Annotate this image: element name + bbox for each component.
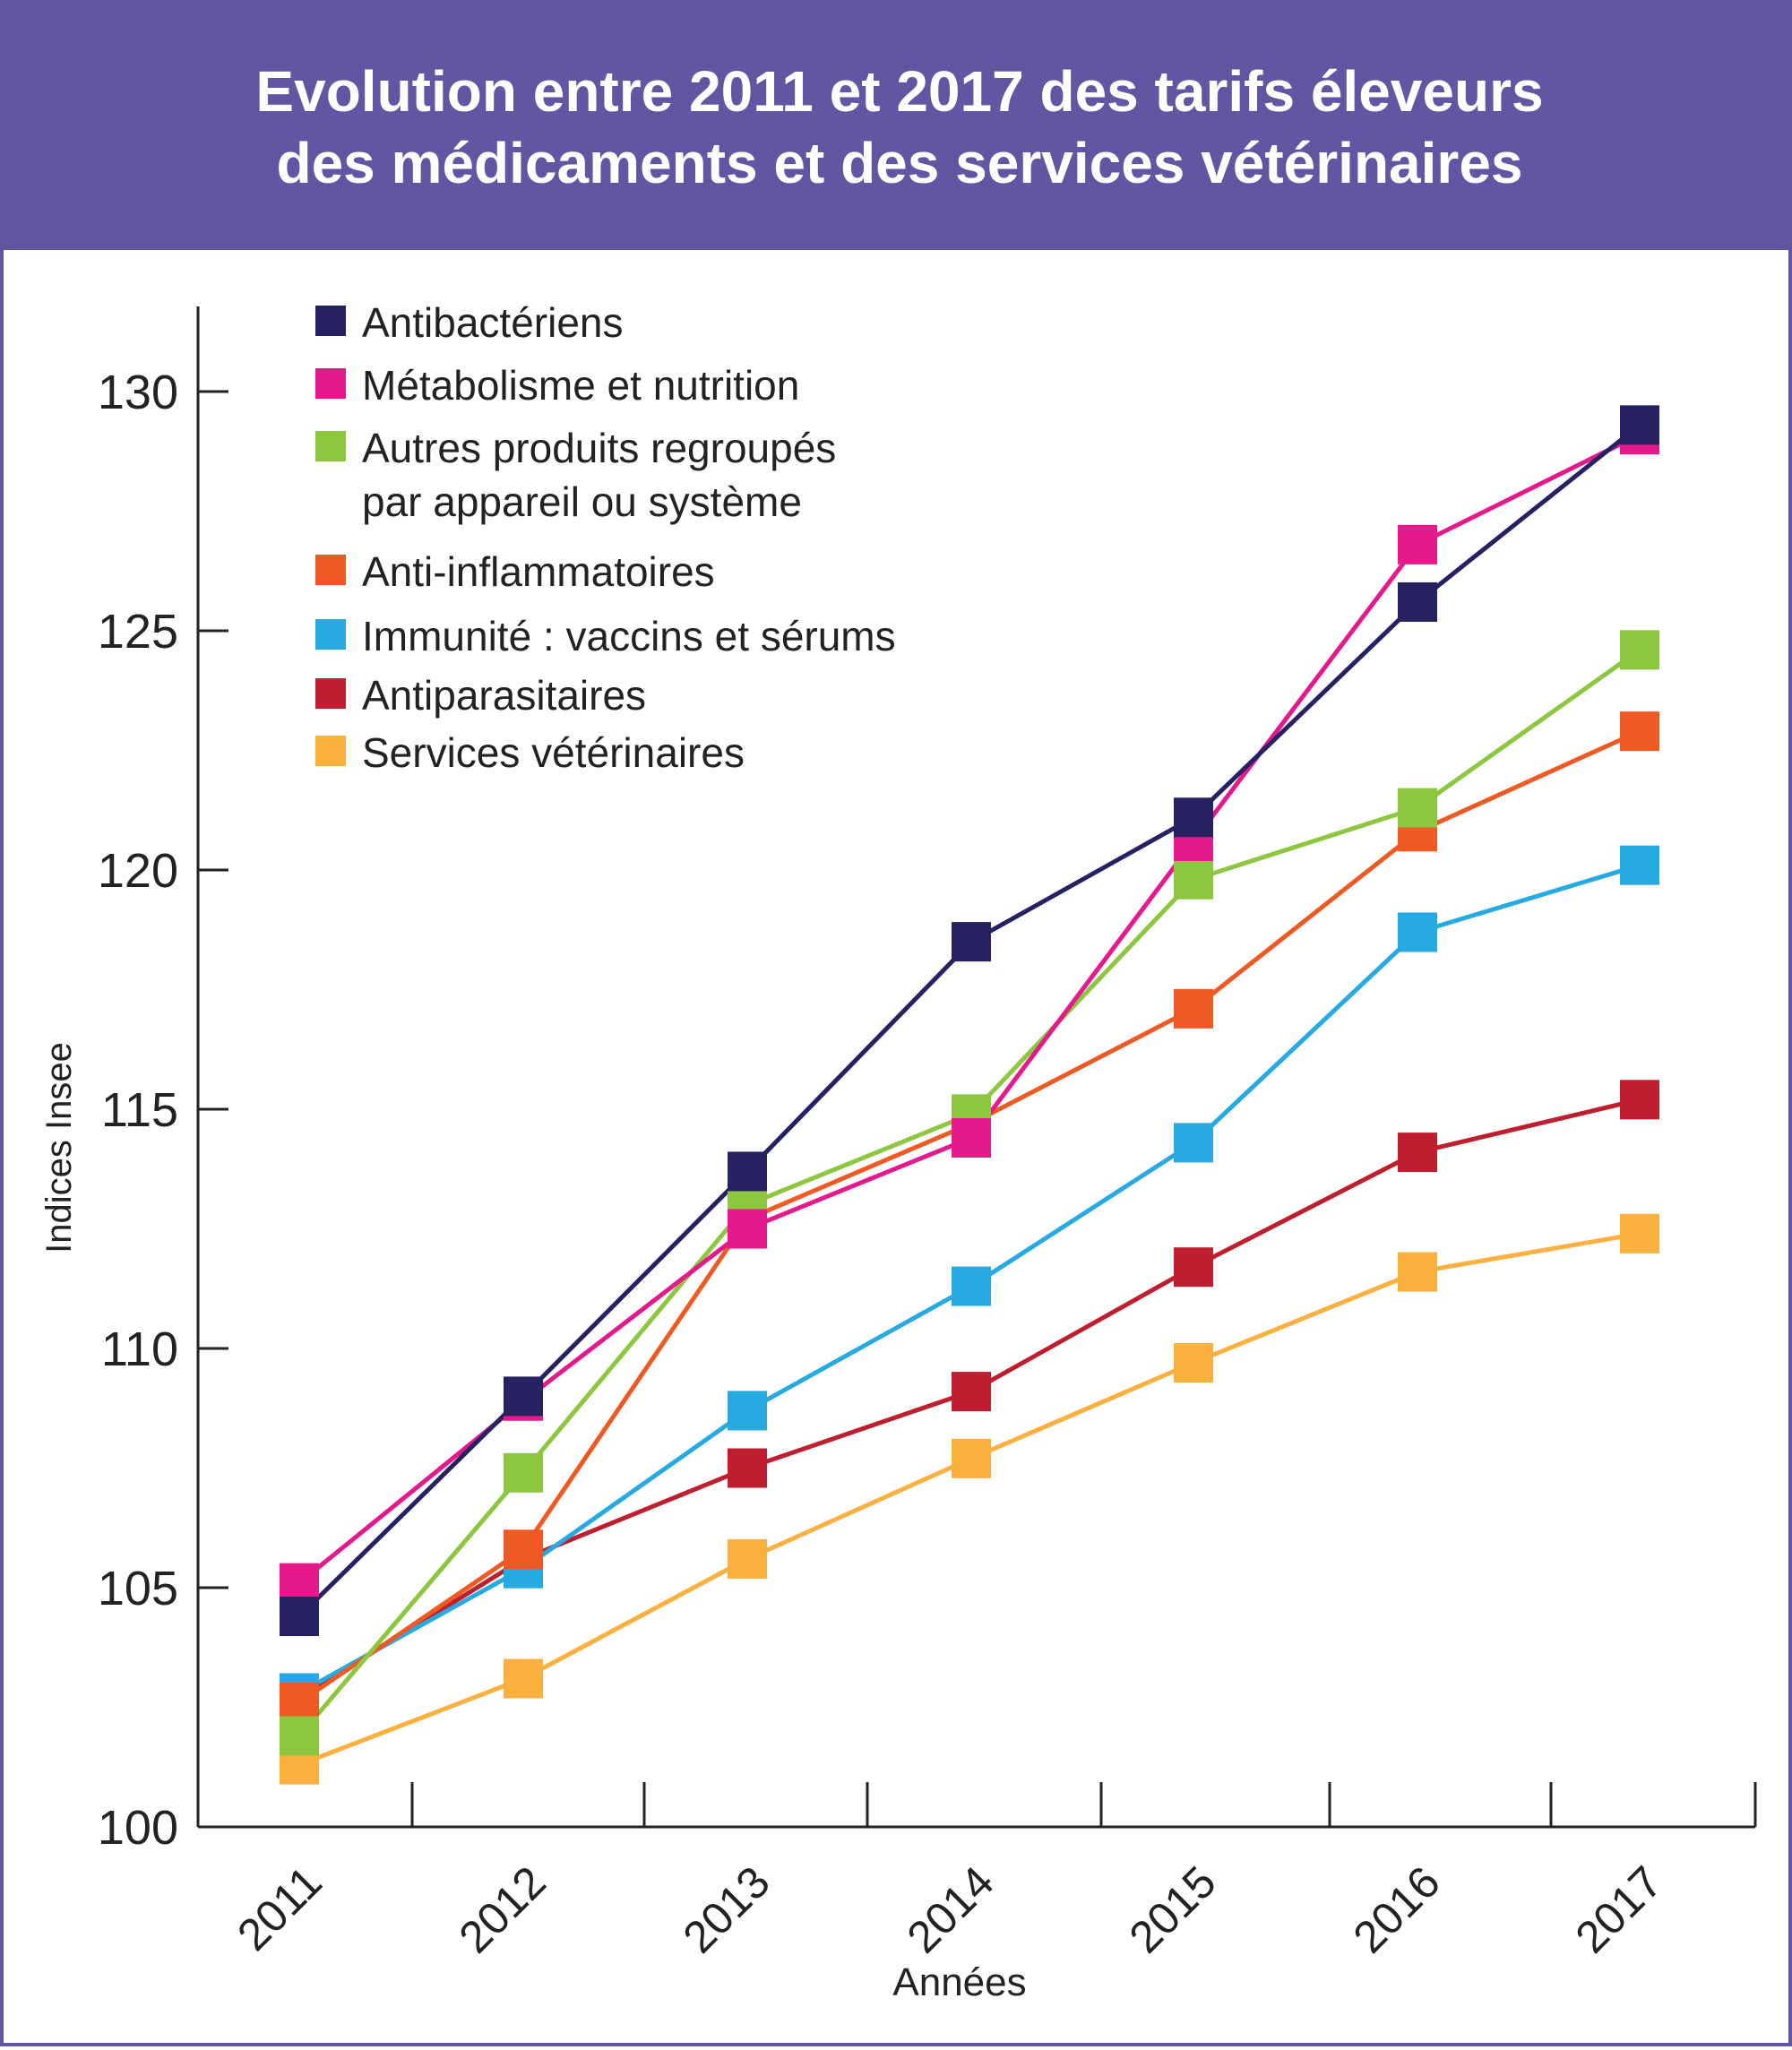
series-4-point-2015 (1174, 988, 1213, 1029)
legend-label-6: Antiparasitaires (362, 672, 646, 719)
series-6-point-2016 (1398, 1133, 1437, 1173)
legend-label-1: Antibactériens (362, 299, 624, 346)
x-tick-label-2017: 2017 (1566, 1856, 1672, 1962)
legend-label-5: Immunité : vaccins et sérums (362, 613, 896, 659)
series-1-point-2012 (504, 1376, 543, 1417)
series-3-point-2011 (280, 1716, 319, 1756)
legend-swatch-4 (315, 555, 346, 585)
y-tick-label-130: 130 (98, 366, 178, 419)
y-tick-label-105: 105 (98, 1562, 178, 1615)
series-3-point-2017 (1620, 630, 1659, 670)
series-2-point-2016 (1398, 524, 1437, 564)
x-tick-label-2012: 2012 (450, 1856, 556, 1962)
x-tick-label-2014: 2014 (898, 1856, 1004, 1962)
series-7-point-2014 (952, 1438, 991, 1478)
series-4-point-2011 (280, 1683, 319, 1723)
legend-label-4: Anti-inflammatoires (362, 548, 715, 595)
series-2-point-2014 (952, 1118, 991, 1159)
x-tick-label-2016: 2016 (1344, 1856, 1450, 1962)
series-4-point-2017 (1620, 711, 1659, 752)
legend-swatch-1 (315, 306, 346, 336)
series-6-point-2014 (952, 1372, 991, 1412)
series-4-point-2012 (504, 1529, 543, 1570)
y-axis-title: Indices Insee (39, 1042, 79, 1253)
series-5-point-2017 (1620, 845, 1659, 885)
series-7-point-2013 (728, 1538, 767, 1579)
series-line-1 (297, 423, 1641, 1618)
series-6-point-2013 (728, 1448, 767, 1488)
series-3-point-2012 (504, 1452, 543, 1493)
series-5-point-2015 (1174, 1123, 1213, 1163)
series-1-point-2011 (280, 1597, 319, 1637)
x-tick-label-2015: 2015 (1120, 1856, 1226, 1962)
series-2-point-2011 (280, 1563, 319, 1603)
chart-title-line-1: Evolution entre 2011 et 2017 des tarifs … (255, 58, 1544, 124)
legend-label-7: Services vétérinaires (362, 729, 745, 776)
series-3-point-2015 (1174, 859, 1213, 900)
x-tick-label-2011: 2011 (228, 1856, 332, 1960)
legend-swatch-6 (315, 678, 346, 709)
x-axis-title: Années (892, 1960, 1026, 2004)
x-tick-label-2013: 2013 (674, 1856, 780, 1962)
series-2-point-2013 (728, 1209, 767, 1249)
series-3-point-2016 (1398, 788, 1437, 828)
series-1-point-2014 (952, 922, 991, 962)
series-7-point-2012 (504, 1658, 543, 1699)
series-5-point-2016 (1398, 912, 1437, 952)
y-tick-label-120: 120 (98, 844, 178, 898)
series-1-point-2013 (728, 1151, 767, 1192)
legend-label-2: Métabolisme et nutrition (362, 362, 799, 409)
y-tick-label-110: 110 (101, 1322, 178, 1376)
series-5-point-2013 (728, 1391, 767, 1431)
series-1-point-2016 (1398, 581, 1437, 622)
legend-swatch-7 (315, 736, 346, 766)
series-1-point-2017 (1620, 405, 1659, 445)
chart-header: Evolution entre 2011 et 2017 des tarifs … (4, 4, 1792, 250)
legend-label-3-line-2: par appareil ou système (362, 478, 802, 525)
series-6-point-2015 (1174, 1247, 1213, 1288)
chart-title-line-2: des médicaments et des services vétérina… (276, 130, 1523, 195)
series-line-4 (297, 728, 1641, 1705)
y-tick-label-125: 125 (98, 605, 178, 659)
y-tick-label-115: 115 (101, 1083, 178, 1137)
series-7-point-2015 (1174, 1343, 1213, 1383)
series-6-point-2017 (1620, 1080, 1659, 1120)
series-5-point-2014 (952, 1266, 991, 1306)
series-7-point-2016 (1398, 1252, 1437, 1292)
series-7-point-2017 (1620, 1213, 1659, 1253)
legend-swatch-5 (315, 619, 346, 650)
legend-swatch-2 (315, 368, 346, 399)
y-tick-label-100: 100 (98, 1801, 178, 1855)
series-1-point-2015 (1174, 797, 1213, 838)
legend-label-3: Autres produits regroupés (362, 425, 836, 471)
legend-swatch-3 (315, 431, 346, 461)
line-chart: 100 105 110 115 120 125 130 2011 2012 2013 2014 201… (39, 299, 1757, 2004)
